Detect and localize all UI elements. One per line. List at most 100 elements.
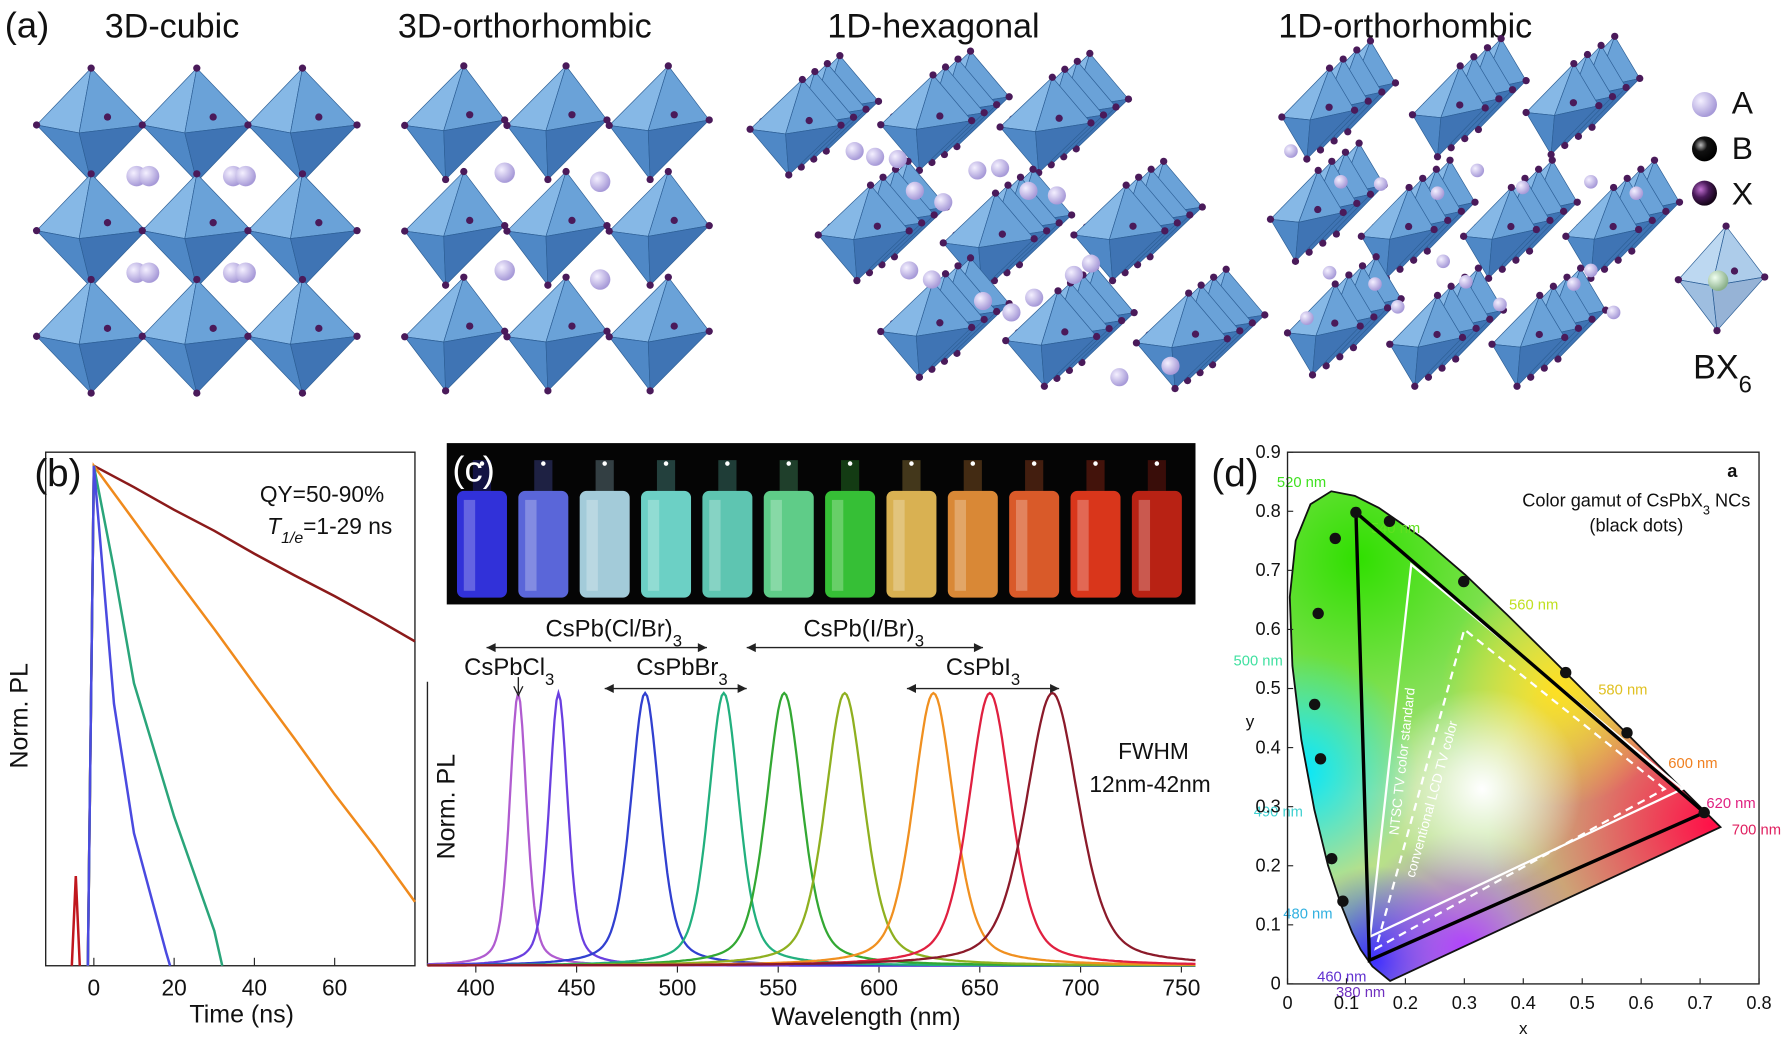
wavelength-label: 580 nm: [1598, 683, 1647, 699]
x-atom: [746, 125, 754, 133]
vial-glow: [586, 499, 598, 591]
octahedron-face: [915, 120, 973, 172]
x-atom: [1171, 384, 1179, 393]
panel-label: (c): [452, 449, 494, 490]
x-atom: [705, 222, 713, 230]
chart-subtitle-part: Color gamut of CsPbX: [1522, 491, 1703, 511]
x-atom: [879, 173, 887, 181]
octahedron-face: [78, 230, 147, 289]
pl-spectrum: [427, 691, 1196, 967]
atom: [1493, 297, 1507, 312]
octahedron-label-part: 6: [1739, 371, 1752, 398]
x-atom: [1547, 150, 1555, 159]
x-atom: [1636, 74, 1644, 83]
x-atom: [298, 275, 307, 284]
wavelength-label: 460 nm: [1317, 970, 1366, 986]
y-tick-label: 0.5: [1255, 678, 1280, 698]
x-atom: [1339, 208, 1347, 217]
octahedron-face: [184, 278, 253, 345]
x-atom: [1588, 123, 1596, 131]
atom: [1430, 186, 1445, 200]
x-atom: [1122, 181, 1130, 189]
x-atom: [1548, 156, 1556, 164]
x-atom: [1344, 128, 1352, 136]
vial: [702, 490, 753, 598]
gamut-dot: [1350, 506, 1362, 519]
vial-neck: [595, 460, 614, 491]
x-atom: [1534, 165, 1543, 173]
octahedron-face: [403, 124, 447, 181]
x-atom: [103, 219, 112, 227]
x-atom: [193, 170, 201, 178]
octahedron-face: [1286, 332, 1317, 377]
atom: [1081, 254, 1101, 273]
x-atom: [1513, 382, 1521, 390]
atom: [1390, 299, 1405, 314]
x-atom: [929, 71, 937, 79]
x-atom: [1628, 247, 1636, 255]
x-atom: [1433, 330, 1441, 339]
octahedron-face: [443, 119, 506, 181]
y-tick-label: 0.4: [1255, 737, 1280, 757]
octahedron-face: [545, 119, 608, 181]
octahedron-face: [647, 225, 711, 286]
gamut-dot: [1698, 806, 1710, 819]
structure-title: 3D-orthorhombic: [398, 7, 652, 45]
vial-glow: [525, 499, 537, 591]
octahedron-face: [1269, 218, 1300, 263]
x-atom: [353, 332, 361, 340]
x-atom: [1322, 362, 1330, 370]
atom: [968, 161, 987, 180]
x-atom: [936, 112, 944, 120]
vial-glow: [831, 499, 844, 591]
atom: [905, 181, 924, 200]
atom: [1334, 174, 1348, 189]
x-atom: [401, 333, 409, 341]
x-atom: [1674, 276, 1682, 284]
panel-label: (b): [34, 452, 81, 495]
atom: [1691, 92, 1717, 118]
x-atom: [705, 116, 713, 124]
x-axis-label: Wavelength (nm): [771, 1003, 960, 1031]
x-atom: [966, 254, 975, 262]
x-atom: [298, 170, 307, 178]
y-tick-label: 0.8: [1255, 501, 1280, 521]
x-atom: [930, 211, 938, 219]
gamut-dot: [1312, 607, 1324, 620]
x-atom: [1391, 79, 1400, 87]
x-atom: [1070, 231, 1078, 239]
x-tick-label: 700: [1062, 974, 1100, 1000]
vial-neck: [902, 460, 921, 491]
chart-subtitle: (black dots): [1589, 516, 1683, 536]
octahedron-face: [1171, 338, 1229, 390]
gamut-dot: [1329, 532, 1341, 545]
x-atom: [646, 175, 654, 184]
x-atom: [1595, 102, 1603, 110]
octahedron-face: [1385, 228, 1436, 280]
sparkle: [725, 461, 730, 466]
x-tick-label: 0: [88, 974, 101, 1000]
sparkle: [847, 461, 853, 466]
x-atom: [1471, 198, 1479, 206]
x-atom: [1563, 273, 1571, 281]
octahedron-face: [879, 331, 920, 379]
gamut-dot: [1383, 515, 1396, 527]
octahedron-face: [1488, 228, 1538, 280]
decay-curve: [86, 465, 224, 967]
atom: [1629, 186, 1644, 200]
octahedron-face: [78, 278, 147, 345]
x-atom: [603, 327, 611, 335]
octahedron-face: [290, 230, 358, 289]
pl-spectrum: [427, 692, 1196, 967]
x-atom: [315, 113, 323, 121]
x-atom: [1353, 199, 1361, 208]
x-atom: [670, 111, 678, 119]
octahedron-face: [403, 230, 447, 287]
x-atom: [568, 111, 576, 119]
annotation: CsPb(Cl/Br)3: [546, 615, 682, 649]
x-atom: [785, 171, 793, 179]
sparkle: [663, 461, 669, 466]
pl-spectrum: [427, 691, 1196, 967]
octahedron-face: [1437, 107, 1487, 158]
